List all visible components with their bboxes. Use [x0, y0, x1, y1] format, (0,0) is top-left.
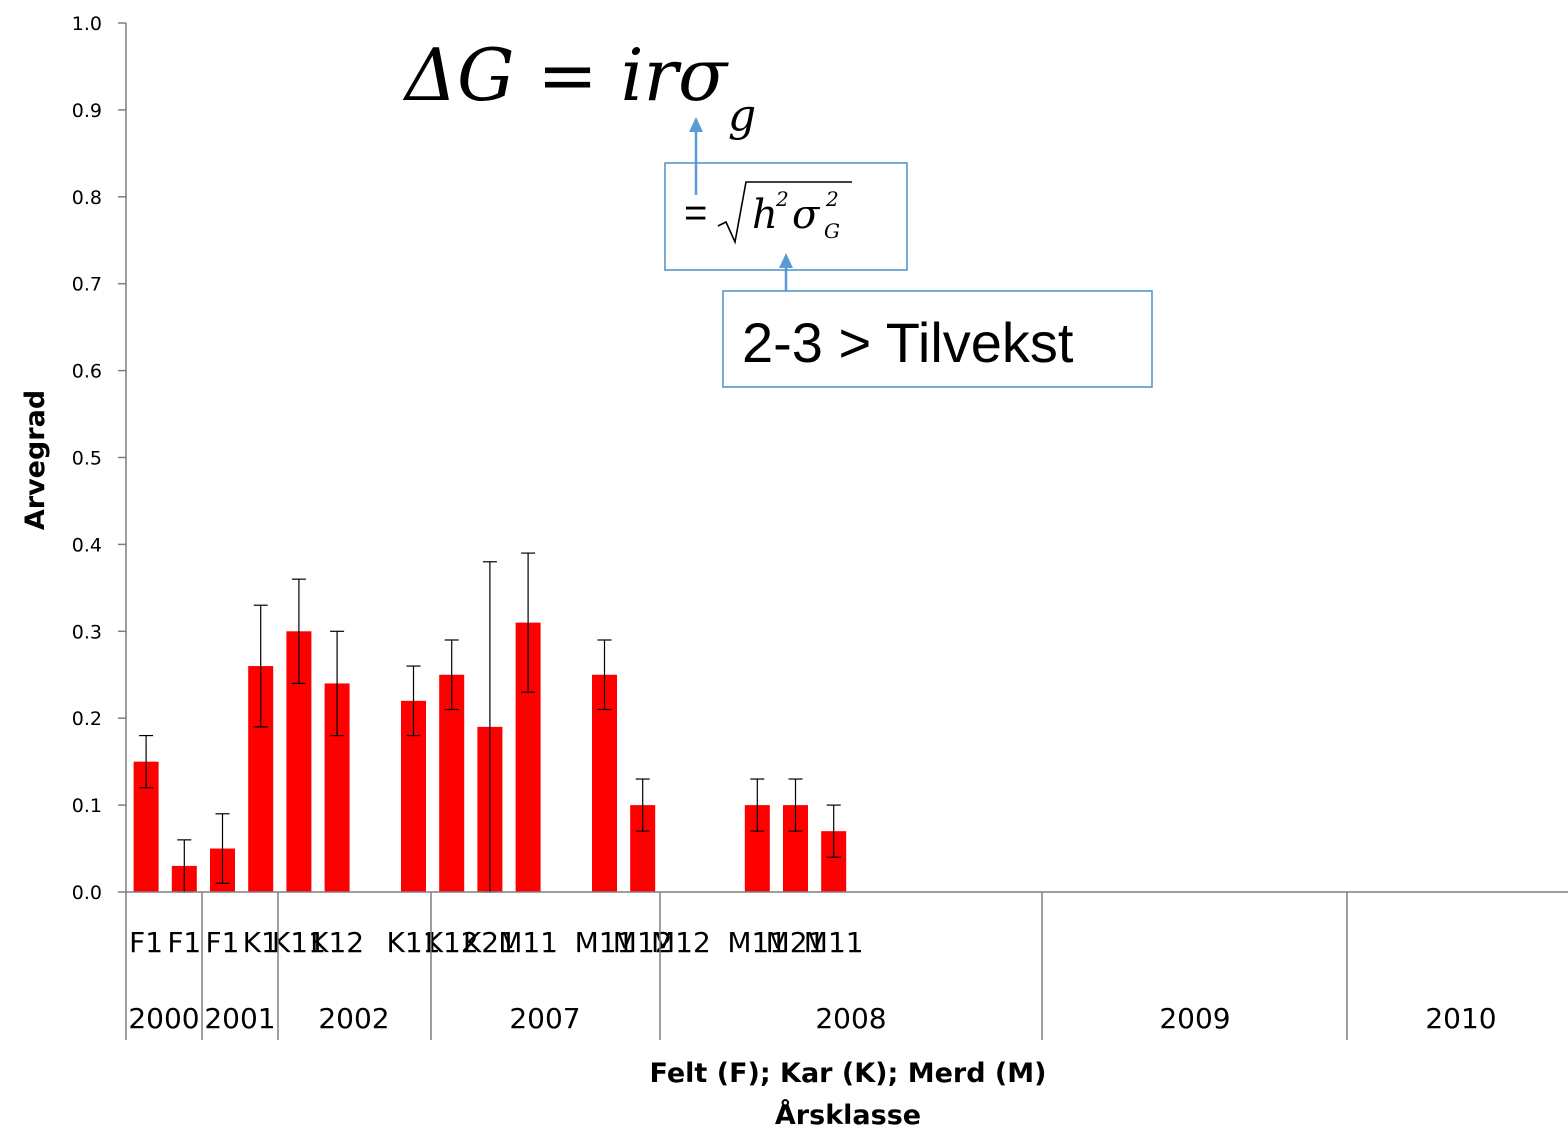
- arrow-up-to-sqrt-head: [779, 253, 793, 268]
- x-year-label: 2009: [1159, 1002, 1230, 1035]
- y-tick-label: 0.3: [72, 621, 102, 643]
- formula-box-h: h: [752, 192, 778, 238]
- formula-box-equals: =: [684, 191, 707, 235]
- formula-box: = h 2 σ 2 G: [664, 162, 908, 271]
- x-category-label: K12: [425, 926, 479, 959]
- y-tick-label: 0.6: [72, 361, 102, 383]
- formula-box-sigma-sup: 2: [825, 187, 839, 211]
- x-category-label: F1: [167, 926, 201, 959]
- x-year-label: 2000: [128, 1002, 199, 1035]
- x-year-label: 2007: [509, 1002, 580, 1035]
- formula-box-sigma: σ: [792, 192, 821, 238]
- x-year-label: 2010: [1425, 1002, 1496, 1035]
- y-tick-label: 0.1: [72, 795, 102, 817]
- y-tick-label: 0.5: [72, 448, 102, 470]
- formula-main-subscript: g: [728, 90, 756, 141]
- arrow-up-to-sigma-head: [689, 117, 703, 132]
- x-category-label: K12: [310, 926, 364, 959]
- tilvekst-box: 2-3 > Tilvekst: [722, 290, 1153, 388]
- formula-box-frame: [664, 162, 908, 271]
- x-category-label: M11: [727, 926, 787, 959]
- tilvekst-box-frame: [722, 290, 1153, 388]
- x-category-label: K21: [463, 926, 517, 959]
- x-category-label: M11: [804, 926, 864, 959]
- x-category-label: K1: [243, 926, 279, 959]
- x-year-label: 2002: [318, 1002, 389, 1035]
- formula-main: ΔG = irσ g: [402, 33, 756, 141]
- x-category-label: F1: [206, 926, 240, 959]
- x-category-label: M11: [575, 926, 635, 959]
- x-axis-title-line1: Felt (F); Kar (K); Merd (M): [650, 1058, 1047, 1089]
- y-tick-label: 0.8: [72, 187, 102, 209]
- y-axis: 0.0 0.1 0.2 0.3 0.4 0.5 0.6 0.7 0.8 0.9 1.0: [72, 13, 127, 904]
- y-axis-title: Arvegrad: [20, 390, 51, 530]
- y-tick-label: 0.9: [72, 100, 102, 122]
- x-category-label: M12: [613, 926, 673, 959]
- y-tick-label: 0.2: [72, 708, 102, 730]
- sqrt-sign: [717, 181, 852, 245]
- formula-box-h-sup: 2: [775, 187, 789, 211]
- y-tick-label: 0.4: [72, 534, 102, 556]
- tilvekst-box-label: 2-3 > Tilvekst: [742, 311, 1074, 374]
- y-tick-label: 0.0: [72, 882, 102, 904]
- x-category-label: M11: [498, 926, 558, 959]
- bars-layer: [133, 552, 847, 893]
- x-category-label: M12: [651, 926, 711, 959]
- y-tick-label: 0.7: [72, 274, 102, 296]
- y-tick-label: 1.0: [72, 13, 102, 35]
- formula-box-sigma-sub: G: [824, 219, 840, 243]
- bar: [439, 674, 465, 892]
- x-year-label: 2008: [815, 1002, 886, 1035]
- x-axis-title-line2: Årsklasse: [775, 1099, 921, 1131]
- x-year-label: 2001: [204, 1002, 275, 1035]
- x-category-label: K11: [272, 926, 326, 959]
- x-category-label: F1: [129, 926, 163, 959]
- x-category-label: M21: [766, 926, 826, 959]
- formula-main-text: ΔG = irσ: [402, 33, 729, 117]
- bar: [592, 674, 617, 892]
